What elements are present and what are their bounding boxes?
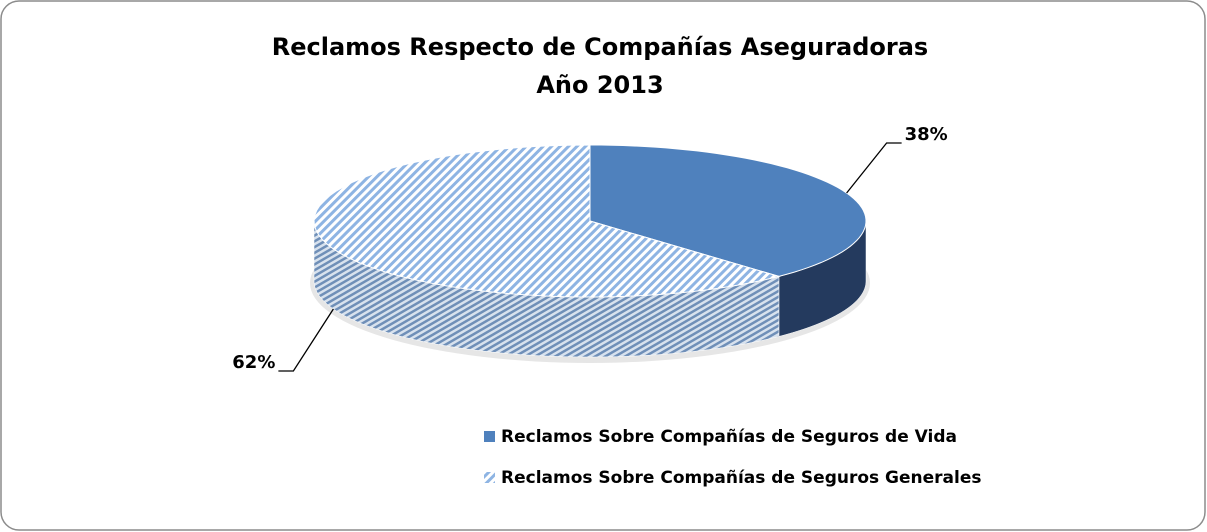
slice [313,144,781,298]
legend-swatch [484,472,495,483]
chart-subtitle: Año 2013 [536,71,663,99]
leader-line [278,308,334,372]
data-label: 62% [232,352,275,373]
legend-swatch [484,431,495,442]
data-label: 38% [905,124,948,145]
leader-line [846,142,902,194]
slice [589,144,867,277]
legend-label: Reclamos Sobre Compañías de Seguros Gene… [501,468,982,488]
chart-title: Reclamos Respecto de Compañías Asegurado… [272,33,928,61]
legend-label: Reclamos Sobre Compañías de Seguros de V… [501,427,957,447]
